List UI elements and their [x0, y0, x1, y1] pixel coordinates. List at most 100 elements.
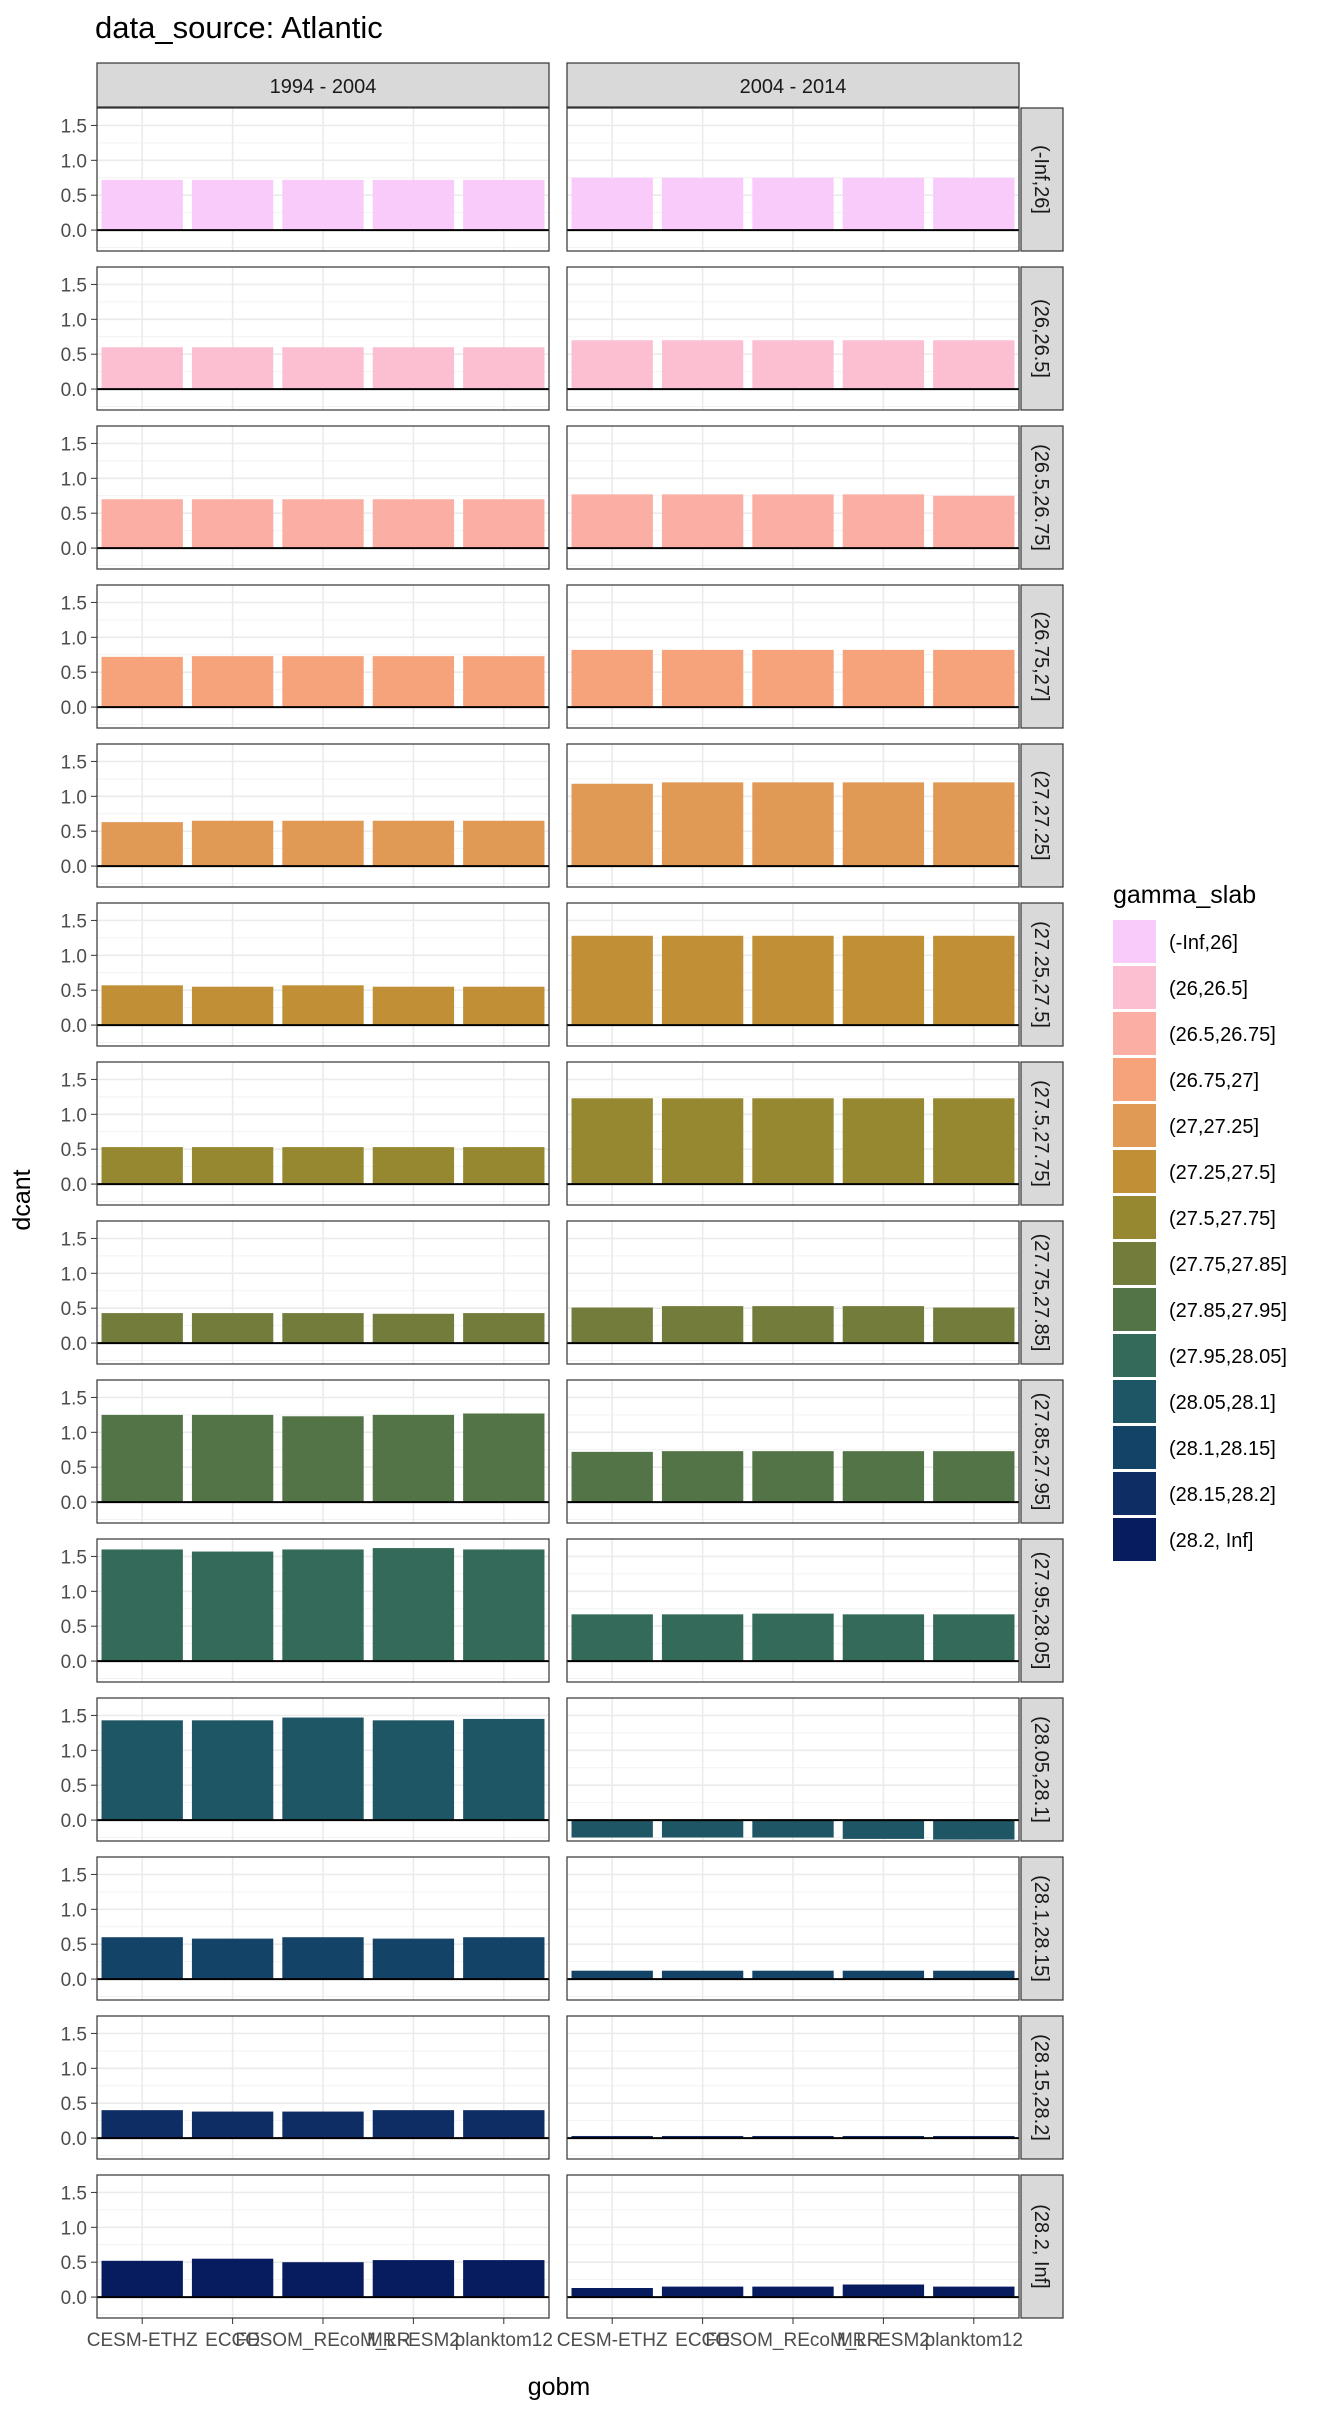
y-tick-label: 1.0 — [61, 1741, 87, 1762]
y-tick-label: 0.0 — [61, 221, 87, 242]
bar — [752, 649, 834, 708]
panel-border — [96, 107, 550, 252]
bar — [191, 1147, 274, 1185]
bar — [282, 1416, 364, 1503]
bar — [463, 499, 545, 549]
bar — [101, 822, 183, 867]
y-tick-label: 0.5 — [61, 1140, 87, 1161]
row-strip-label: (28.2, Inf] — [1030, 2204, 1052, 2289]
y-tick-label: 1.0 — [61, 1900, 87, 1921]
panel-border — [566, 107, 1020, 252]
panel-border — [566, 1061, 1020, 1206]
bar — [571, 783, 653, 867]
panel-border — [96, 743, 550, 888]
y-tick-label: 1.5 — [61, 1229, 87, 1250]
panel-border — [96, 1538, 550, 1683]
facet-panel — [96, 1856, 550, 2001]
bar — [282, 2262, 364, 2298]
legend-label: (28.05,28.1] — [1169, 1392, 1276, 1414]
bar — [282, 985, 364, 1026]
bar — [101, 499, 183, 549]
bar — [571, 1820, 653, 1838]
bar — [191, 1938, 274, 1980]
y-tick-label: 0.0 — [61, 1175, 87, 1196]
bar — [571, 177, 653, 231]
y-tick-label: 0.0 — [61, 1811, 87, 1832]
row-strip-label: (28.15,28.2] — [1030, 2034, 1052, 2141]
bar — [933, 649, 1015, 708]
facet-panel — [96, 1061, 550, 1206]
y-tick-label: 0.0 — [61, 1970, 87, 1991]
y-tick-label: 1.5 — [61, 593, 87, 614]
panel-border — [96, 1220, 550, 1365]
y-tick-label: 0.5 — [61, 345, 87, 366]
panel-border — [566, 584, 1020, 729]
facet-panel — [566, 1538, 1020, 1683]
panel-border — [566, 1379, 1020, 1524]
panel-border — [96, 1856, 550, 2001]
bar — [752, 1451, 834, 1503]
bar — [282, 820, 364, 867]
legend-label: (-Inf,26] — [1169, 932, 1238, 954]
bar — [933, 177, 1015, 231]
legend-swatch — [1113, 1058, 1156, 1101]
panel-border — [96, 2015, 550, 2160]
legend-swatch — [1113, 1242, 1156, 1285]
bar — [842, 1098, 925, 1185]
bar — [661, 1306, 744, 1344]
row-strip — [1020, 743, 1064, 888]
row-strip-label: (28.05,28.1] — [1030, 1716, 1052, 1823]
bar — [933, 1451, 1015, 1503]
bar — [842, 340, 925, 390]
bar — [842, 2284, 925, 2298]
legend-label: (27.25,27.5] — [1169, 1162, 1276, 1184]
bar — [372, 1938, 455, 1980]
y-tick-label: 0.5 — [61, 1458, 87, 1479]
x-tick-label: ECCO — [675, 2330, 730, 2351]
bar — [752, 1306, 834, 1344]
facet-panel — [96, 2174, 550, 2319]
row-strip-label: (27.85,27.95] — [1030, 1393, 1052, 1511]
facet-panel — [96, 1538, 550, 1683]
y-tick-label: 1.5 — [61, 2024, 87, 2045]
legend-label: (27,27.25] — [1169, 1116, 1259, 1138]
y-tick-label: 1.5 — [61, 752, 87, 773]
bar — [191, 656, 274, 708]
legend-label: (28.2, Inf] — [1169, 1530, 1254, 1552]
y-tick-label: 1.5 — [61, 1547, 87, 1568]
legend-swatch — [1113, 1104, 1156, 1147]
bar — [463, 2110, 545, 2139]
facet-panel — [566, 902, 1020, 1047]
bar — [463, 1937, 545, 1980]
y-tick-label: 0.0 — [61, 857, 87, 878]
legend-items: (-Inf,26] (26,26.5] (26.5,26.75] (26.75,27]… — [1113, 920, 1287, 1561]
column-strip — [566, 62, 1020, 108]
panel-border — [566, 1538, 1020, 1683]
bar — [191, 347, 274, 390]
row-strip-label: (28.1,28.15] — [1030, 1875, 1052, 1982]
legend-swatch — [1113, 1334, 1156, 1377]
bar — [571, 2288, 653, 2298]
bar — [282, 1717, 364, 1821]
y-tick-label: 0.5 — [61, 186, 87, 207]
y-tick-label: 1.5 — [61, 116, 87, 137]
column-strip-label: 2004 - 2014 — [740, 76, 847, 98]
legend-label: (27.95,28.05] — [1169, 1346, 1287, 1368]
row-strip — [1020, 1538, 1064, 1683]
x-tick-label: MRI-ESM2 — [367, 2330, 460, 2351]
x-tick-label: FESOM_REcoM_LR — [235, 2330, 410, 2351]
y-tick-label: 0.0 — [61, 698, 87, 719]
bar — [842, 1614, 925, 1662]
bar — [282, 499, 364, 549]
bar — [372, 656, 455, 708]
y-tick-label: 0.5 — [61, 1617, 87, 1638]
bar — [191, 1313, 274, 1344]
bar — [372, 1548, 455, 1662]
bar — [933, 340, 1015, 390]
legend-swatch — [1113, 1518, 1156, 1561]
bar — [842, 649, 925, 708]
legend-label: (26.75,27] — [1169, 1070, 1259, 1092]
bar — [463, 1718, 545, 1821]
y-tick-label: 1.5 — [61, 1865, 87, 1886]
row-strip — [1020, 1697, 1064, 1842]
